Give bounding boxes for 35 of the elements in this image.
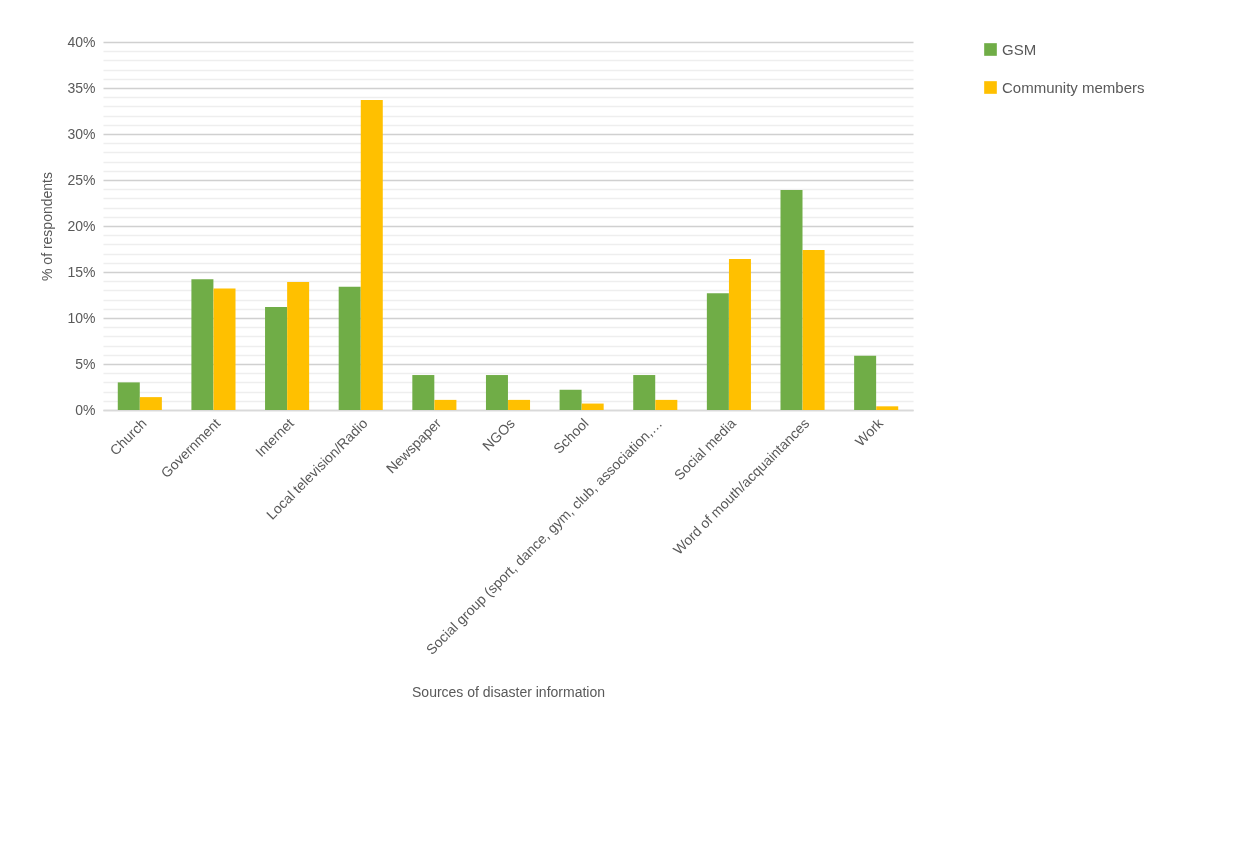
bar: [412, 375, 435, 410]
bar: [728, 259, 751, 410]
bar: [706, 293, 729, 410]
y-tick-label: 0%: [75, 401, 96, 418]
bar: [213, 288, 236, 410]
y-tick-label: 10%: [67, 309, 96, 326]
bar: [265, 306, 288, 410]
bar: [854, 355, 877, 410]
bar: [117, 382, 140, 410]
y-tick-label: 25%: [67, 171, 96, 188]
bar: [876, 406, 899, 410]
bar: [338, 286, 361, 410]
bar: [780, 190, 803, 410]
y-tick-label: 30%: [67, 125, 96, 142]
bar: [633, 375, 656, 410]
y-tick-label: 40%: [67, 33, 96, 50]
bar: [559, 389, 582, 410]
bar: [655, 399, 678, 410]
y-tick-label: 5%: [75, 355, 96, 372]
bar: [191, 279, 214, 410]
y-tick-label: 15%: [67, 263, 96, 280]
bar: [139, 397, 162, 410]
y-tick-label: 20%: [67, 217, 96, 234]
bar: [581, 403, 604, 410]
x-axis-title: Sources of disaster information: [412, 683, 605, 700]
bar: [802, 249, 825, 410]
bar: [508, 399, 531, 410]
y-tick-label: 35%: [67, 79, 96, 96]
bar: [287, 282, 310, 410]
bar: [360, 99, 383, 410]
bar: [434, 399, 457, 410]
legend-label: GSM: [1002, 40, 1037, 58]
y-axis-title: % of respondents: [39, 172, 56, 281]
legend-label: Community members: [1002, 78, 1145, 96]
bar: [485, 375, 508, 410]
